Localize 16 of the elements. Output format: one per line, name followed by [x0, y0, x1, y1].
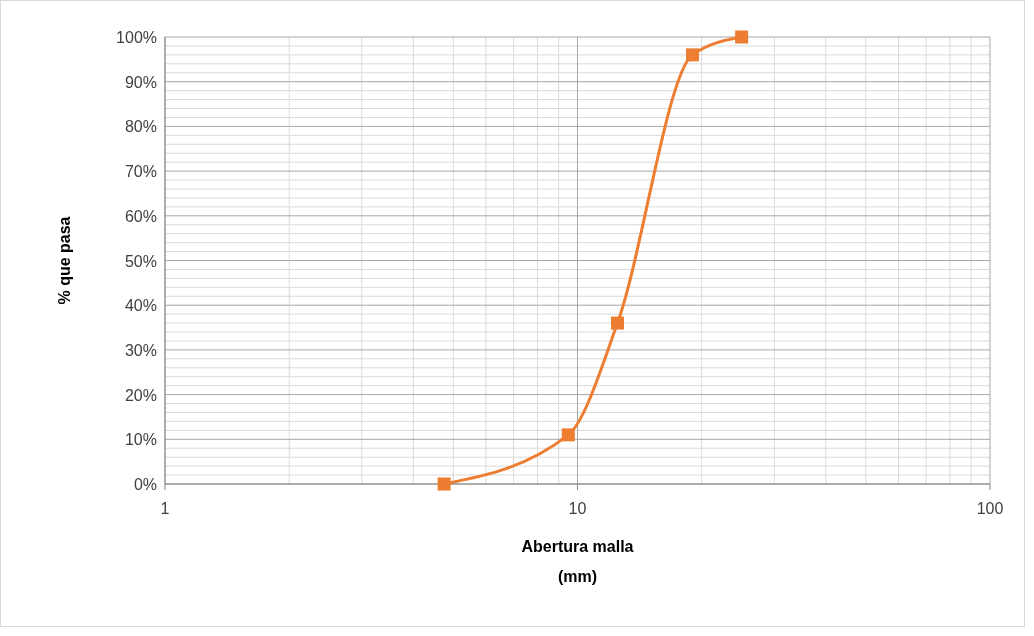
- y-axis-title: % que pasa: [56, 216, 73, 305]
- y-tick-label: 60%: [124, 207, 157, 225]
- x-tick-label: 100: [976, 500, 1004, 517]
- x-tick-label: 1: [160, 500, 170, 517]
- y-tick-label: 10%: [124, 431, 157, 449]
- y-tick-label: 90%: [124, 73, 157, 91]
- y-tick-label: 0%: [133, 476, 157, 493]
- y-tick-label: 100%: [116, 29, 157, 46]
- x-axis-title: Abertura malla (mm): [521, 538, 634, 585]
- x-tick-label: 10: [568, 500, 587, 517]
- y-tick-label: 70%: [124, 163, 157, 181]
- y-tick-label: 80%: [124, 118, 157, 136]
- y-tick-label: 50%: [124, 252, 157, 270]
- y-tick-label: 40%: [124, 297, 157, 315]
- y-tick-label: 30%: [124, 341, 157, 359]
- y-tick-label: 20%: [124, 386, 157, 404]
